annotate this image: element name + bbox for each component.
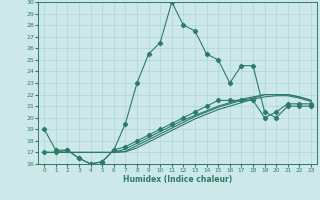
X-axis label: Humidex (Indice chaleur): Humidex (Indice chaleur) — [123, 175, 232, 184]
